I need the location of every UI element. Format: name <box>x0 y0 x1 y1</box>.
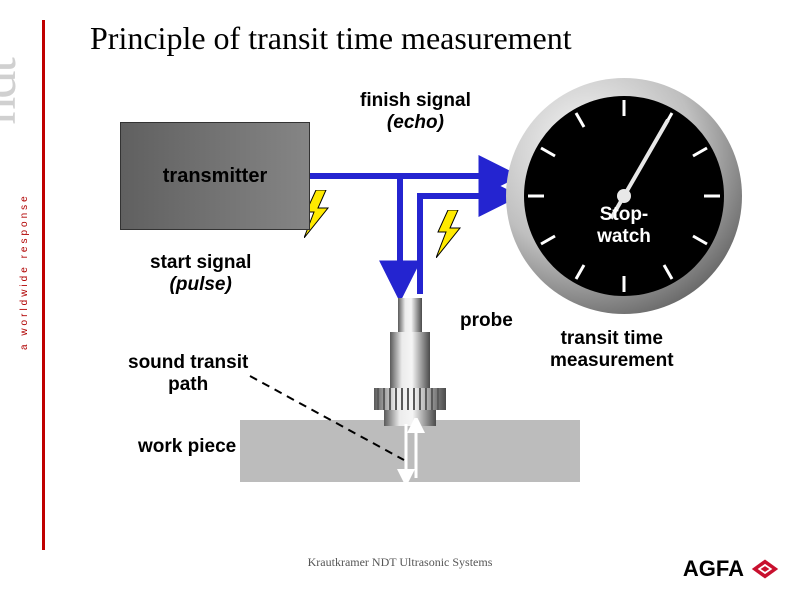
sound-path-label: sound transit path <box>128 352 248 396</box>
ndt-logo: ndt <box>0 59 29 125</box>
finish-signal-line2: (echo) <box>387 112 444 133</box>
transit-time-label: transit time measurement <box>550 328 674 372</box>
sidebar-rule <box>42 20 45 550</box>
sound-path-line1: sound transit <box>128 352 248 373</box>
agfa-diamond-icon <box>750 558 780 580</box>
sound-path-line2: path <box>168 374 208 395</box>
transit-time-line2: measurement <box>550 350 674 371</box>
diagram-canvas: transmitter <box>60 60 780 560</box>
sidebar: ndt a worldwide response <box>0 0 48 600</box>
agfa-wordmark: AGFA <box>683 556 744 582</box>
sound-path-leader <box>60 60 780 560</box>
start-signal-line1: start signal <box>150 252 251 273</box>
page-title: Principle of transit time measurement <box>90 20 572 57</box>
workpiece-label: work piece <box>138 436 236 458</box>
transit-time-line1: transit time <box>561 328 663 349</box>
footer-credit: Krautkramer NDT Ultrasonic Systems <box>0 555 800 570</box>
agfa-logo: AGFA <box>683 556 780 582</box>
start-signal-line2: (pulse) <box>170 274 232 295</box>
finish-signal-line1: finish signal <box>360 90 471 111</box>
start-signal-label: start signal (pulse) <box>150 252 251 296</box>
finish-signal-label: finish signal (echo) <box>360 90 471 134</box>
tagline: a worldwide response <box>19 193 30 350</box>
probe-label: probe <box>460 310 513 332</box>
